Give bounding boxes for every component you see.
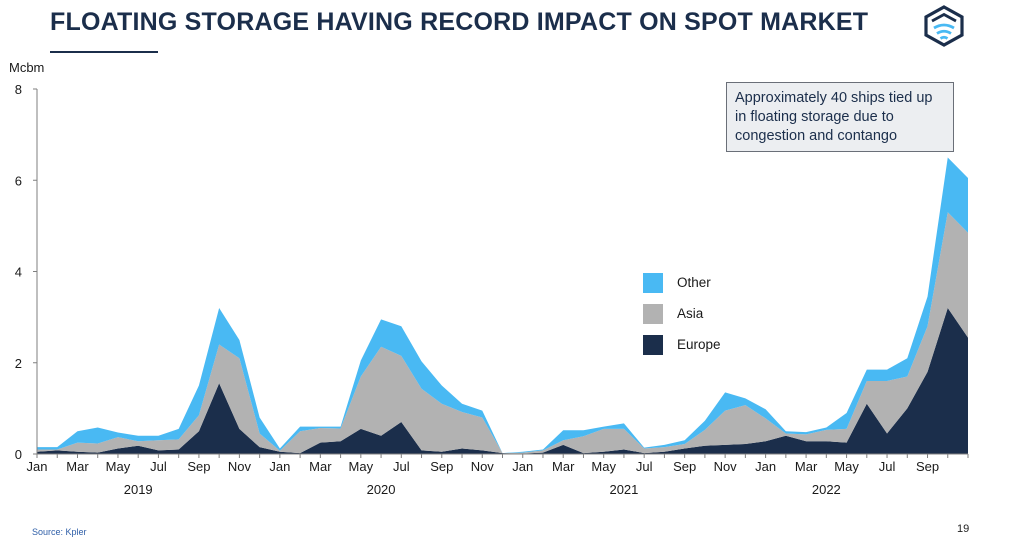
x-tick-label: Sep [430, 459, 453, 474]
x-tick-label: Jul [393, 459, 410, 474]
x-tick-label: Nov [714, 459, 738, 474]
x-tick-label: Jan [512, 459, 533, 474]
chart-legend: Other Asia Europe [643, 272, 721, 365]
legend-item-other: Other [643, 272, 721, 293]
legend-swatch [643, 303, 663, 324]
x-tick-label: May [834, 459, 859, 474]
area-series-asia [37, 212, 968, 454]
legend-label: Other [677, 275, 711, 290]
x-tick-label: Mar [795, 459, 818, 474]
x-tick-label: Nov [471, 459, 495, 474]
x-tick-label: Jul [879, 459, 896, 474]
y-tick-label: 0 [15, 447, 22, 462]
x-tick-label: May [106, 459, 131, 474]
company-logo-icon [924, 5, 964, 47]
y-axis-unit: Mcbm [9, 60, 45, 75]
page-title: FLOATING STORAGE HAVING RECORD IMPACT ON… [50, 8, 869, 36]
legend-item-europe: Europe [643, 334, 721, 355]
x-tick-label: Sep [187, 459, 210, 474]
y-tick-label: 8 [15, 82, 22, 97]
year-label: 2022 [812, 482, 841, 497]
x-tick-label: Mar [66, 459, 89, 474]
page-number: 19 [957, 523, 970, 535]
x-tick-label: Jan [269, 459, 290, 474]
y-tick-label: 4 [15, 265, 22, 280]
year-label: 2021 [609, 482, 638, 497]
year-label: 2020 [367, 482, 396, 497]
title-underline [50, 51, 158, 53]
source-note: Source: Kpler [32, 527, 87, 537]
x-tick-label: Jan [27, 459, 48, 474]
area-series-other [37, 157, 968, 454]
area-series-europe [37, 308, 968, 454]
x-tick-label: Mar [552, 459, 575, 474]
x-tick-label: Nov [228, 459, 252, 474]
x-tick-label: Sep [916, 459, 939, 474]
x-tick-label: Jul [636, 459, 653, 474]
x-tick-label: May [349, 459, 374, 474]
year-label: 2019 [124, 482, 153, 497]
y-tick-label: 6 [15, 173, 22, 188]
legend-label: Asia [677, 306, 704, 321]
x-tick-label: Sep [673, 459, 696, 474]
y-tick-label: 2 [15, 356, 22, 371]
x-tick-label: Jul [150, 459, 167, 474]
annotation-callout: Approximately 40 ships tied up in floati… [726, 82, 954, 152]
x-tick-label: May [591, 459, 616, 474]
x-tick-label: Mar [309, 459, 332, 474]
legend-item-asia: Asia [643, 303, 721, 324]
x-tick-label: Jan [755, 459, 776, 474]
legend-label: Europe [677, 337, 721, 352]
legend-swatch [643, 272, 663, 293]
legend-swatch [643, 334, 663, 355]
